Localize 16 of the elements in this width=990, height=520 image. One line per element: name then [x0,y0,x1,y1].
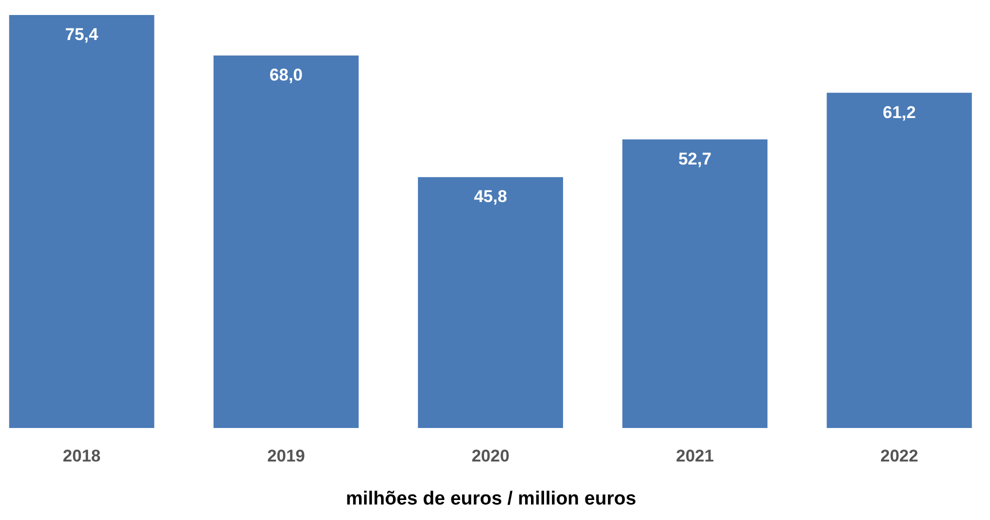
data-label: 61,2 [882,102,916,122]
x-tick-label: 2021 [676,446,714,466]
data-label: 68,0 [270,66,303,85]
x-axis-title: milhões de euros / million euros [346,488,636,510]
x-tick-label: 2019 [267,446,306,466]
x-tick-label: 2020 [472,446,510,466]
data-label: 45,8 [474,187,508,206]
bar [826,92,972,428]
data-label: 75,4 [65,25,99,44]
bar [418,177,564,428]
bar [9,15,154,428]
bar [622,139,768,428]
bar [214,56,359,428]
data-label: 52,7 [678,149,712,168]
x-tick-label: 2018 [62,446,101,466]
x-tick-label: 2022 [880,446,918,466]
